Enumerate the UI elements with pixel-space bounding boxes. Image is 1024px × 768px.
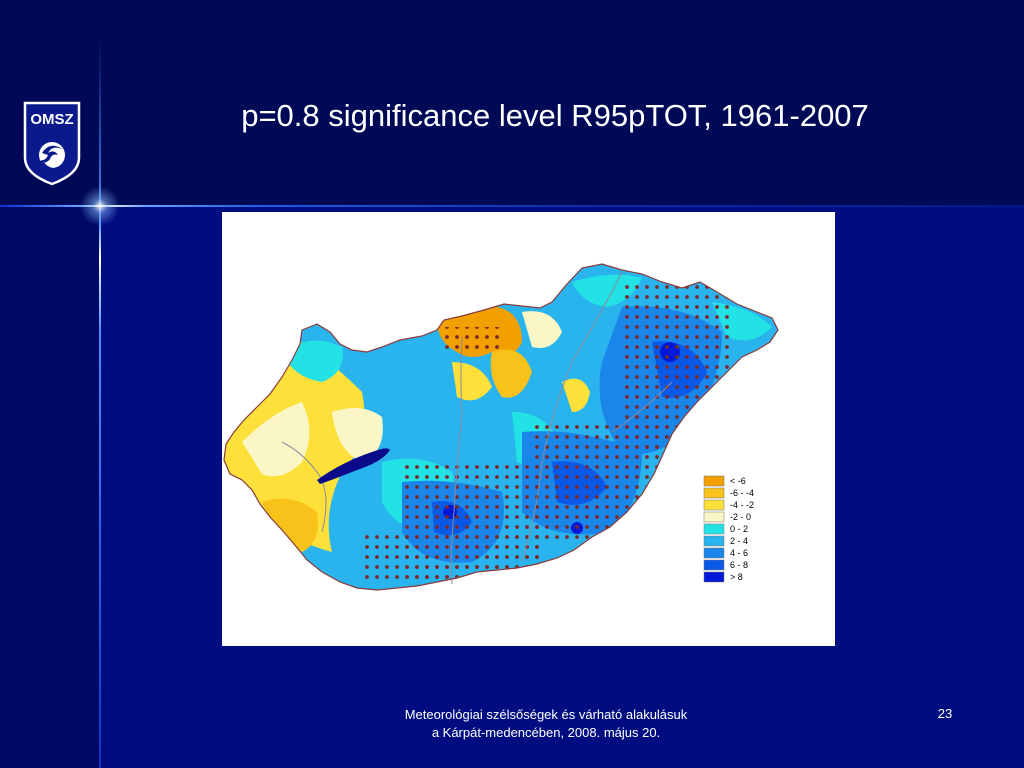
country-border (223, 263, 779, 591)
legend-swatch-8 (703, 571, 725, 583)
legend-label-1: -6 - -4 (730, 488, 754, 498)
legend-swatch-2 (703, 499, 725, 511)
lake-balaton (317, 448, 390, 484)
footer-line-1: Meteorológiai szélsőségek és várható ala… (404, 707, 688, 722)
significance-map: < -6 -6 - -4 -4 - -2 -2 - 0 0 - 2 2 - 4 … (223, 263, 779, 591)
legend-label-8: > 8 (730, 572, 743, 582)
map-figure: < -6 -6 - -4 -4 - -2 -2 - 0 0 - 2 2 - 4 … (222, 212, 835, 646)
slide-title: p=0.8 significance level R95pTOT, 1961-2… (241, 98, 869, 133)
slide-footer: Meteorológiai szélsőségek és várható ala… (346, 706, 746, 742)
page-number: 23 (937, 706, 953, 721)
legend-swatch-0 (703, 475, 725, 487)
legend-label-0: < -6 (730, 476, 746, 486)
map-fill (224, 264, 778, 590)
legend-swatch-4 (703, 523, 725, 535)
header-band (0, 0, 1024, 205)
logo-text: OMSZ (30, 111, 73, 128)
legend-label-3: -2 - 0 (730, 512, 751, 522)
legend-label-7: 6 - 8 (730, 560, 748, 570)
omsz-logo: OMSZ (23, 101, 81, 186)
accent-glow (80, 186, 120, 226)
significance-dots (362, 282, 732, 582)
left-band (0, 205, 100, 768)
legend-label-5: 2 - 4 (730, 536, 748, 546)
legend-swatch-5 (703, 535, 725, 547)
legend-swatch-7 (703, 559, 725, 571)
rivers (281, 271, 673, 585)
legend-label-2: -4 - -2 (730, 500, 754, 510)
legend-label-6: 4 - 6 (730, 548, 748, 558)
legend-label-4: 0 - 2 (730, 524, 748, 534)
horizontal-accent-line (0, 205, 1024, 207)
legend-swatch-1 (703, 487, 725, 499)
map-legend: < -6 -6 - -4 -4 - -2 -2 - 0 0 - 2 2 - 4 … (703, 475, 754, 583)
legend-swatch-6 (703, 547, 725, 559)
vertical-accent-line (99, 40, 101, 768)
footer-line-2: a Kárpát-medencében, 2008. május 20. (431, 725, 661, 740)
legend-swatch-3 (703, 511, 725, 523)
